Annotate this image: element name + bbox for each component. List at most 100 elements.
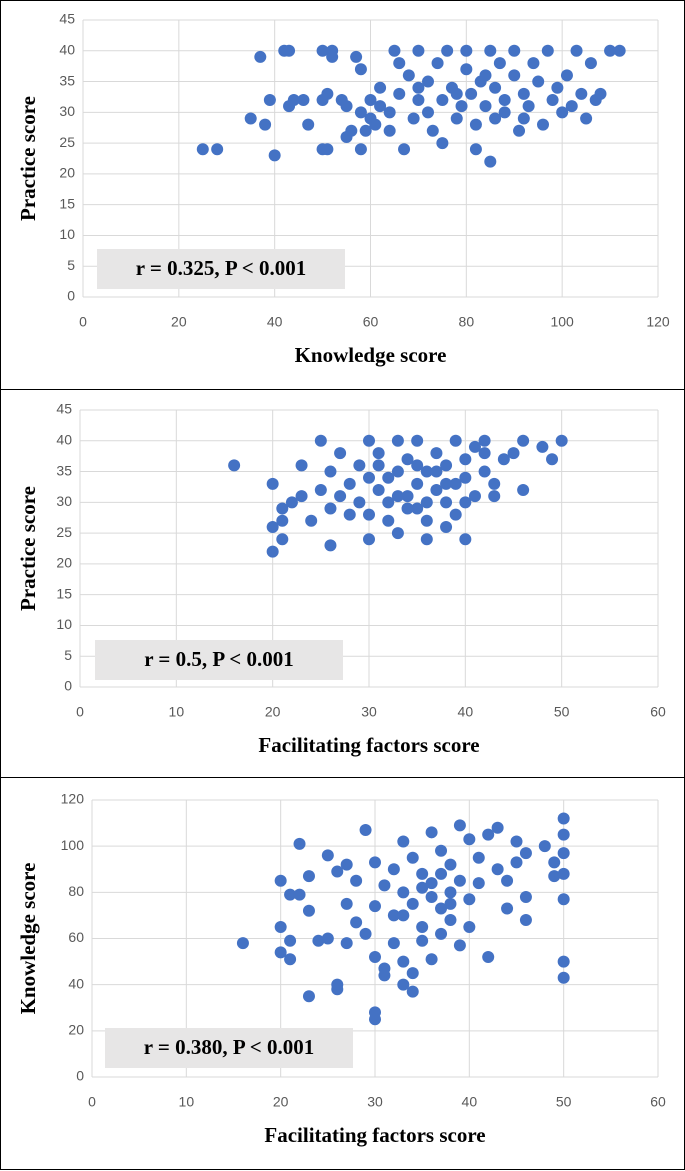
point <box>412 94 425 107</box>
point <box>435 902 448 915</box>
point <box>321 849 334 862</box>
y-axis-title: Practice score <box>16 96 40 221</box>
point <box>274 920 287 933</box>
point <box>570 44 583 57</box>
point <box>276 502 289 515</box>
x-tick-label: 80 <box>459 314 475 330</box>
x-tick-label: 20 <box>171 314 187 330</box>
point <box>359 927 372 940</box>
point <box>440 496 453 509</box>
point <box>302 118 315 131</box>
point <box>440 459 453 472</box>
y-tick-label: 30 <box>56 493 72 509</box>
point <box>498 94 511 107</box>
point <box>374 81 387 94</box>
point <box>497 453 510 466</box>
annotation-box <box>95 640 343 680</box>
point <box>391 490 404 503</box>
point <box>284 934 297 947</box>
point <box>397 978 410 991</box>
point <box>555 434 568 447</box>
point <box>463 893 476 906</box>
x-axis-title: Knowledge score <box>295 343 447 367</box>
point <box>411 502 424 515</box>
point <box>354 106 367 119</box>
point <box>397 835 410 848</box>
point <box>293 837 306 850</box>
x-tick-label: 50 <box>554 704 570 720</box>
y-tick-label: 0 <box>64 678 72 694</box>
point <box>411 434 424 447</box>
point <box>536 440 549 453</box>
point <box>391 465 404 478</box>
point <box>425 877 438 890</box>
y-tick-label: 0 <box>67 288 75 304</box>
point <box>453 819 466 832</box>
point <box>369 950 381 963</box>
y-tick-label: 20 <box>56 555 72 571</box>
point <box>507 447 520 460</box>
point <box>266 477 279 490</box>
point <box>391 527 404 540</box>
point <box>493 57 506 70</box>
point <box>519 914 532 927</box>
point <box>259 118 272 131</box>
point <box>537 118 549 131</box>
point <box>444 914 457 927</box>
point <box>478 465 491 478</box>
point <box>388 44 401 57</box>
point <box>268 149 281 162</box>
point <box>411 459 424 472</box>
point <box>455 100 468 113</box>
point <box>527 57 540 70</box>
point <box>420 465 433 478</box>
annotation-box <box>105 1028 353 1068</box>
point <box>546 453 559 466</box>
x-tick-label: 60 <box>650 704 666 720</box>
point <box>416 881 429 894</box>
y-tick-label: 5 <box>67 257 75 273</box>
point <box>354 63 367 76</box>
point <box>287 94 300 107</box>
point <box>228 459 241 472</box>
point <box>363 434 375 447</box>
y-tick-label: 100 <box>61 837 85 853</box>
point <box>382 496 395 509</box>
point <box>508 44 521 57</box>
point <box>449 434 462 447</box>
point <box>459 471 472 484</box>
y-tick-label: 40 <box>68 975 84 991</box>
point <box>383 124 396 137</box>
x-axis-title: Facilitating factors score <box>258 733 479 757</box>
point <box>440 477 453 490</box>
point <box>546 94 559 107</box>
x-tick-label: 20 <box>265 704 281 720</box>
point <box>435 927 448 940</box>
point <box>324 465 337 478</box>
point <box>406 985 419 998</box>
point <box>383 106 396 119</box>
y-tick-label: 30 <box>59 103 75 119</box>
point <box>324 502 337 515</box>
point <box>522 100 535 113</box>
x-tick-label: 50 <box>556 1094 572 1110</box>
point <box>372 459 385 472</box>
point <box>594 87 607 100</box>
point <box>613 44 626 57</box>
point <box>469 143 482 156</box>
point <box>316 44 329 57</box>
point <box>397 909 410 922</box>
panel-border <box>0 0 685 390</box>
point <box>372 484 385 497</box>
point <box>378 879 391 892</box>
point <box>324 539 337 552</box>
point <box>244 112 257 125</box>
point <box>532 75 545 88</box>
point <box>295 459 308 472</box>
y-tick-label: 45 <box>56 401 72 417</box>
point <box>393 57 406 70</box>
point <box>453 939 466 952</box>
point <box>488 477 501 490</box>
point <box>387 863 400 876</box>
point <box>548 856 561 869</box>
